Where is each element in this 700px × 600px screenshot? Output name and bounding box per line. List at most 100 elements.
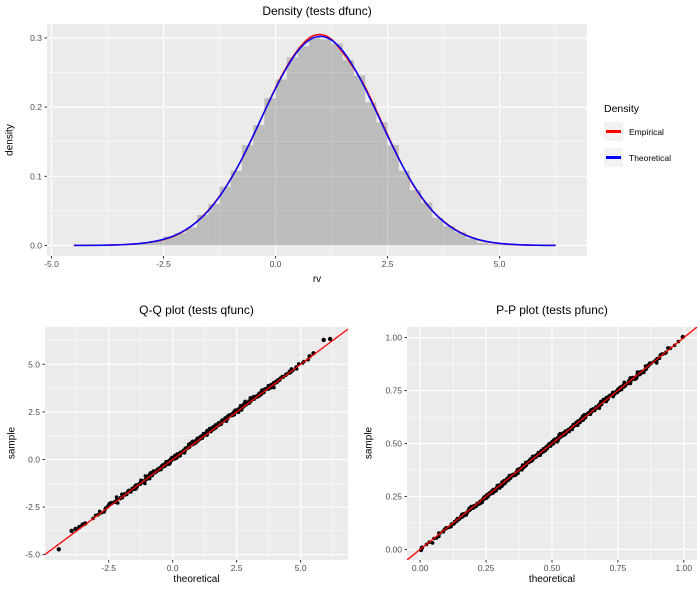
- histogram-bar: [309, 36, 321, 246]
- x-tick-label: 0.00: [412, 563, 429, 573]
- y-tick-label: -2.5: [25, 502, 40, 512]
- x-tick-label: 2.5: [382, 259, 394, 269]
- legend-entry-empirical: Empirical: [604, 122, 671, 141]
- outlier-point: [56, 547, 61, 552]
- histogram-bar: [320, 39, 332, 246]
- legend-key-theoretical: [604, 148, 623, 167]
- legend-label-empirical: Empirical: [629, 126, 664, 137]
- x-tick-label: -2.5: [156, 259, 171, 269]
- outlier-point: [73, 526, 78, 532]
- pp-plot-title: P-P plot (tests pfunc): [496, 303, 608, 317]
- reference-line: [45, 328, 348, 556]
- x-tick-label: 5.0: [295, 563, 307, 573]
- x-tick-label: -2.5: [101, 563, 116, 573]
- histogram-bar: [174, 233, 186, 246]
- outlier-point: [321, 337, 326, 343]
- legend-title: Density: [604, 103, 640, 115]
- y-tick-label: 0.50: [385, 439, 402, 449]
- histogram-bar: [275, 79, 287, 246]
- data-point: [143, 481, 147, 486]
- y-tick-label: 0.75: [385, 386, 402, 396]
- histogram-bar: [409, 190, 422, 246]
- y-tick-label: 1.00: [385, 333, 402, 343]
- density-x-axis-title: rv: [312, 274, 322, 285]
- histogram-bar: [297, 46, 310, 246]
- outlier-point: [69, 528, 74, 534]
- legend-entry-theoretical: Theoretical: [604, 148, 671, 167]
- density-plot-title: Density (tests dfunc): [262, 4, 372, 18]
- theoretical-density-curve: [73, 35, 556, 247]
- y-tick-label: 0.2: [30, 102, 42, 112]
- histogram-bar: [499, 244, 511, 246]
- histogram-bar: [454, 232, 466, 246]
- qq-plot-title: Q-Q plot (tests qfunc): [139, 303, 254, 317]
- histogram-bar: [488, 244, 500, 246]
- histogram-bar: [185, 227, 198, 246]
- y-tick-label: 0.00: [385, 544, 402, 554]
- y-tick-label: 2.5: [28, 407, 40, 417]
- histogram-bar: [264, 98, 276, 246]
- histogram-bar: [443, 226, 455, 246]
- density-plot-canvas: -5.0 -2.5 0.0 2.5 5.0 0.0 0.1 0.2 0.3: [30, 24, 587, 269]
- pp-plot-canvas: 0.00 0.25 0.50 0.75 1.00 0.00 0.25 0.50 0.75 1.00: [385, 327, 697, 573]
- qq-x-axis-title: theoretical: [173, 574, 220, 585]
- data-point: [114, 495, 119, 499]
- panel-background: [47, 24, 587, 256]
- histogram-bar: [353, 75, 366, 246]
- x-tick-label: -5.0: [44, 259, 59, 269]
- pp-y-axis-title: sample: [363, 426, 375, 460]
- empirical-line-swatch-icon: [606, 130, 621, 133]
- histogram-bar: [376, 122, 388, 246]
- histogram-bar: [432, 217, 444, 246]
- y-tick-label: 0.25: [385, 492, 402, 502]
- outlier-point: [327, 336, 333, 342]
- data-point: [628, 381, 633, 386]
- y-tick-label: -5.0: [25, 550, 40, 560]
- histogram-bar: [253, 125, 265, 246]
- histogram-layer: [73, 36, 556, 246]
- qq-y-axis-title: sample: [6, 426, 18, 460]
- x-tick-label: 2.5: [231, 563, 243, 573]
- histogram-bar: [466, 238, 478, 246]
- histogram-bar: [331, 43, 343, 246]
- density-y-axis-title: density: [4, 124, 16, 156]
- histogram-bar: [286, 57, 298, 246]
- qq-plot-canvas: -2.5 0.0 2.5 5.0 -5.0 -2.5 0.0 2.5 5.0: [25, 327, 348, 573]
- y-tick-label: 5.0: [28, 359, 40, 369]
- x-tick-label: 0.0: [167, 563, 179, 573]
- pp-x-axis-title: theoretical: [528, 574, 576, 585]
- histogram-bar: [163, 236, 175, 246]
- legend-key-empirical: [604, 122, 623, 141]
- y-tick-label: 0.1: [30, 171, 42, 181]
- x-tick-label: 0.0: [270, 259, 282, 269]
- y-tick-label: 0.0: [30, 241, 42, 251]
- reference-line: [407, 327, 697, 560]
- theoretical-line-swatch-icon: [606, 156, 621, 159]
- data-point: [430, 541, 435, 545]
- histogram-bar: [365, 102, 377, 246]
- x-tick-label: 0.50: [544, 563, 561, 573]
- histogram-bar: [152, 240, 164, 246]
- histogram-bar: [241, 145, 254, 246]
- x-tick-label: 0.25: [478, 563, 495, 573]
- y-tick-label: 0.3: [30, 33, 42, 43]
- histogram-bar: [230, 170, 242, 246]
- histogram-bar: [219, 186, 231, 246]
- legend-label-theoretical: Theoretical: [629, 152, 672, 163]
- histogram-bar: [477, 242, 489, 246]
- density-legend: Density Empirical Theoretical: [604, 103, 671, 174]
- histogram-bar: [387, 145, 399, 246]
- data-point: [597, 406, 602, 410]
- x-tick-label: 1.00: [676, 563, 693, 573]
- y-tick-label: 0.0: [28, 455, 40, 465]
- histogram-bar: [421, 202, 433, 246]
- histogram-bar: [129, 244, 142, 246]
- histogram-bar: [141, 242, 153, 246]
- histogram-bar: [208, 203, 220, 246]
- x-tick-label: 5.0: [494, 259, 506, 269]
- histogram-bar: [398, 170, 410, 246]
- x-tick-label: 0.75: [610, 563, 627, 573]
- histogram-bar: [197, 215, 209, 246]
- histogram-bar: [342, 60, 354, 246]
